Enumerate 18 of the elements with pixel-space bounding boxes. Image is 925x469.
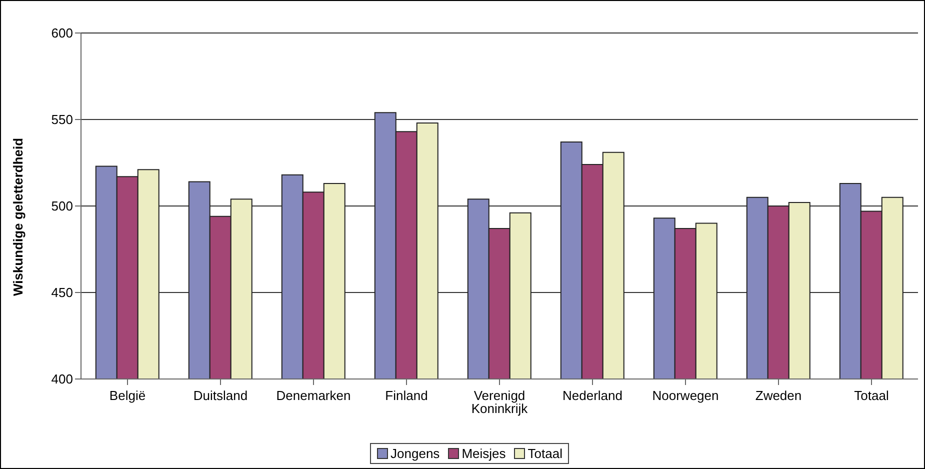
y-tick-label: 500 (51, 198, 73, 214)
y-tick-label: 550 (51, 112, 73, 128)
y-tick-label: 600 (51, 26, 73, 41)
x-tick-label: Duitsland (193, 388, 248, 404)
x-tick-label: Finland (385, 388, 428, 404)
x-tick-label: Totaal (854, 388, 889, 404)
x-tick-label: Nederland (562, 388, 622, 404)
legend-label: Meisjes (460, 446, 506, 461)
x-tick-label: Zweden (755, 388, 802, 404)
y-tick-label: 450 (51, 285, 73, 300)
x-tick-label: Verenigd Koninkrijk (471, 388, 528, 416)
y-tick-label: 400 (51, 372, 73, 387)
x-tick-label: Denemarken (276, 388, 351, 404)
x-tick-label: België (109, 388, 146, 404)
legend-label: Jongens (390, 446, 440, 461)
legend-label: Totaal (526, 446, 562, 461)
x-tick-label: Noorwegen (652, 388, 719, 404)
y-axis-title: Wiskundige geletterdheid (10, 138, 26, 296)
